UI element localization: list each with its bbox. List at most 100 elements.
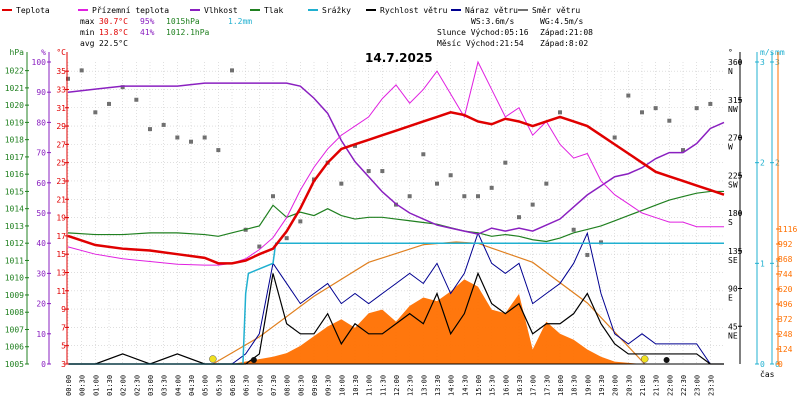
degrees-dir-label: SW xyxy=(728,180,738,189)
degrees-dir-label: N xyxy=(728,67,733,76)
wind-direction-point xyxy=(271,194,275,199)
percent-tick-label: 50 xyxy=(36,209,46,218)
wind-direction-point xyxy=(120,85,125,90)
celsius-tick-label: 9 xyxy=(61,305,66,314)
sun-set: Západ:21:08 xyxy=(540,28,593,37)
moon-rise: Měsíc Východ:21:54 xyxy=(437,39,524,48)
stats-min-temp: 13.8°C xyxy=(99,28,128,37)
x-tick-label: 09:30 xyxy=(325,375,333,396)
moonrise-marker xyxy=(663,357,670,363)
degrees-dir-label: W xyxy=(728,143,733,152)
hpa-tick-label: 1012 xyxy=(5,239,24,248)
x-tick-label: 22:00 xyxy=(666,375,674,396)
wind-direction-point xyxy=(93,110,98,115)
wind-direction-point xyxy=(558,110,562,115)
x-tick-label: 07:30 xyxy=(270,375,278,396)
celsius-tick-label: 5 xyxy=(61,342,66,351)
hpa-tick-label: 1006 xyxy=(5,343,24,352)
wm2-tick-label: 496 xyxy=(778,300,793,309)
stats-avg-label: avg xyxy=(80,39,95,48)
x-tick-label: 04:30 xyxy=(188,375,196,396)
wind-direction-point xyxy=(530,202,535,207)
x-tick-label: 19:30 xyxy=(598,375,606,396)
x-tick-label: 23:30 xyxy=(707,375,715,396)
wind-direction-point xyxy=(284,236,289,241)
celsius-tick-label: 29 xyxy=(56,122,66,131)
x-tick-label: 18:30 xyxy=(571,375,579,396)
degrees-tick-label: 180 xyxy=(728,209,743,218)
wind-direction-point xyxy=(571,227,576,232)
x-tick-label: 02:30 xyxy=(133,375,141,396)
x-tick-label: 01:00 xyxy=(92,375,100,396)
hpa-tick-label: 1014 xyxy=(5,205,24,214)
percent-tick-label: 90 xyxy=(36,88,46,97)
ms-tick-label: 2 xyxy=(760,159,765,168)
x-tick-label: 19:00 xyxy=(584,375,592,396)
ms-tick-label: 3 xyxy=(760,58,765,67)
stats-min-press: 1012.1hPa xyxy=(166,28,210,37)
degrees-tick-label: 135 xyxy=(728,247,743,256)
x-tick-label: 02:00 xyxy=(120,375,128,396)
celsius-tick-label: 13 xyxy=(56,268,66,277)
degrees-dir-label: NE xyxy=(728,331,738,340)
x-tick-label: 08:30 xyxy=(297,375,305,396)
x-tick-label: 04:00 xyxy=(174,375,182,396)
hpa-tick-label: 1016 xyxy=(5,170,24,179)
celsius-tick-label: 25 xyxy=(56,159,66,168)
x-tick-label: 18:00 xyxy=(557,375,565,396)
wind-direction-point xyxy=(476,194,480,199)
percent-tick-label: 30 xyxy=(36,269,46,278)
wind-direction-point xyxy=(216,148,221,153)
wind-direction-point xyxy=(489,185,494,190)
wind-direction-point xyxy=(257,244,262,249)
celsius-tick-label: 7 xyxy=(61,323,66,332)
wind-direction-point xyxy=(448,173,453,178)
x-tick-label: 16:30 xyxy=(516,375,524,396)
hpa-tick-label: 1005 xyxy=(5,360,24,369)
pressure-line xyxy=(67,190,724,243)
x-tick-label: 20:30 xyxy=(625,375,633,396)
sunset-marker xyxy=(640,355,649,363)
wm2-tick-label: 248 xyxy=(778,330,793,339)
celsius-tick-label: 23 xyxy=(56,177,66,186)
celsius-tick-label: 27 xyxy=(56,140,66,149)
hpa-tick-label: 1019 xyxy=(5,118,24,127)
mm-axis-title: mm xyxy=(775,48,785,57)
percent-tick-label: 80 xyxy=(36,118,46,127)
stats-panel: max 30.7°C 95% 1015hPa 1.2mm min 13.8°C … xyxy=(80,17,252,48)
solar-radiation-area xyxy=(68,279,724,364)
wind-direction-point xyxy=(612,135,617,140)
legend-label-6: Náraz větru xyxy=(465,6,518,15)
celsius-tick-label: 19 xyxy=(56,214,66,223)
x-tick-label: 05:00 xyxy=(202,375,210,396)
sun-moon-panel: WS:3.6m/s WG:4.5m/s Slunce Východ:05:16 … xyxy=(437,17,593,48)
x-tick-label: 10:30 xyxy=(352,375,360,396)
degrees-tick-label: 225 xyxy=(728,171,743,180)
wm2-tick-label: 620 xyxy=(778,285,793,294)
wind-direction-point xyxy=(230,68,234,73)
degrees-tick-label: 45 xyxy=(728,322,738,331)
legend-label-7: Směr větru xyxy=(532,6,580,15)
x-tick-label: 16:00 xyxy=(502,375,510,396)
wind-direction-point xyxy=(653,106,658,111)
x-tick-label: 22:30 xyxy=(680,375,688,396)
wind-direction-point xyxy=(503,160,508,165)
x-tick-label: 13:00 xyxy=(420,375,428,396)
percent-tick-label: 10 xyxy=(36,330,46,339)
ms-tick-label: 0 xyxy=(760,360,765,369)
degrees-dir-label: SE xyxy=(728,256,738,265)
x-tick-label: 03:30 xyxy=(161,375,169,396)
wind-direction-point xyxy=(175,135,180,140)
celsius-tick-label: 15 xyxy=(56,250,66,259)
wind-direction-point xyxy=(462,194,467,199)
degrees-axis-title: ° xyxy=(728,48,733,57)
wind-direction-point xyxy=(148,127,152,132)
wind-direction-point xyxy=(435,181,439,186)
wind-direction-point xyxy=(694,106,699,111)
wind-direction-point xyxy=(421,152,426,157)
hpa-tick-label: 1010 xyxy=(5,274,24,283)
x-tick-label: 21:30 xyxy=(653,375,661,396)
x-tick-label: 12:00 xyxy=(393,375,401,396)
legend-label-4: Srážky xyxy=(322,6,351,15)
plot-area xyxy=(66,60,725,365)
